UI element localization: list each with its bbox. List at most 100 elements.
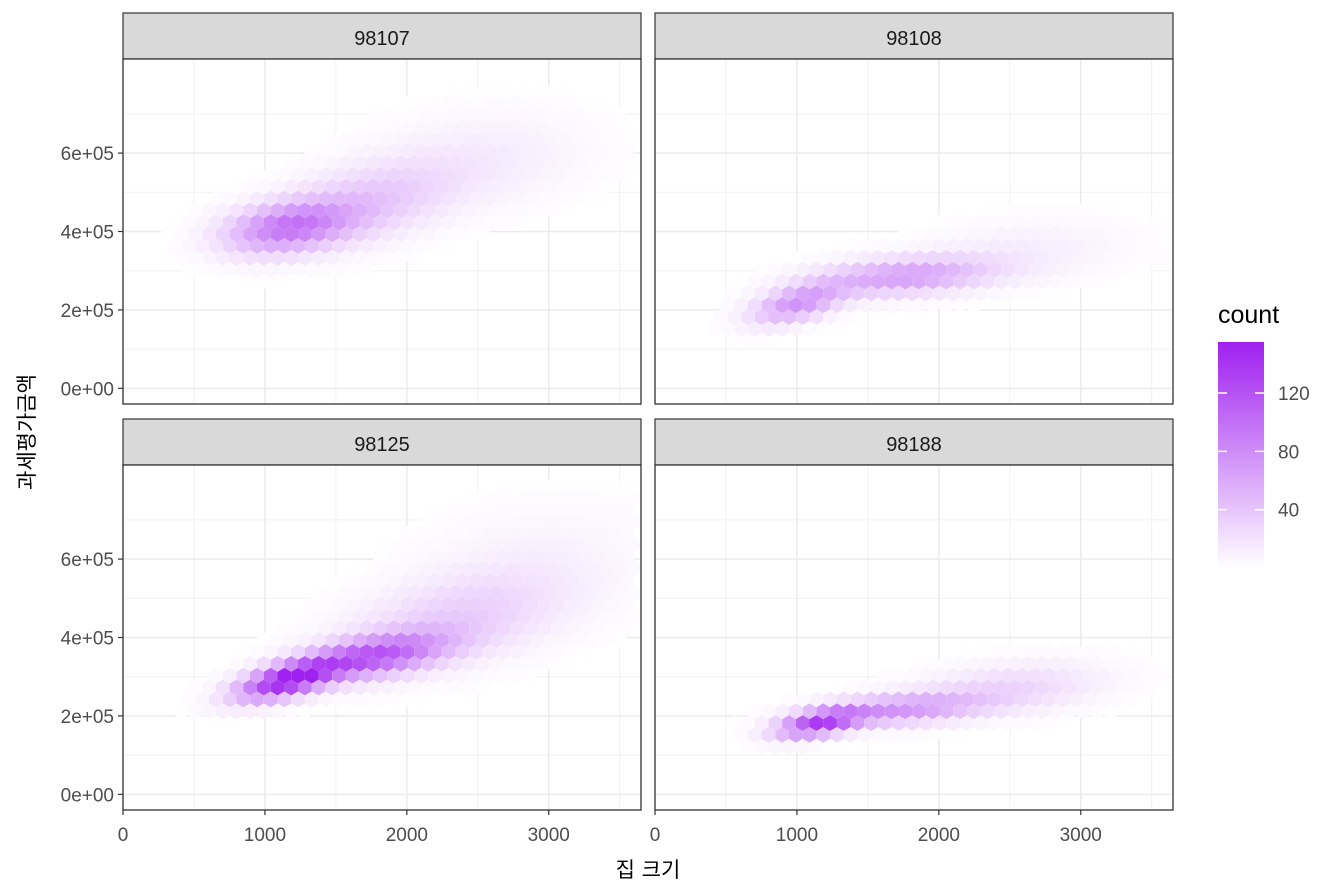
hexbin-cell: [558, 107, 572, 124]
hexbin-cell: [898, 727, 913, 743]
hexbin-cell: [257, 202, 271, 219]
hexbin-cell: [836, 285, 851, 302]
hexbin-cell: [551, 572, 565, 589]
hexbin-cell: [564, 166, 579, 183]
hexbin-cell: [345, 119, 360, 136]
hexbin-cell: [912, 679, 926, 696]
hexbin-cell: [428, 119, 442, 136]
hexbin-cell: [496, 596, 511, 613]
hexbin-cell: [585, 131, 600, 148]
facet-strip-label: 98108: [886, 28, 942, 50]
hexbin-cell: [523, 525, 538, 542]
hexbin-cell: [919, 691, 933, 708]
hexbin-cell: [284, 632, 298, 648]
facet-panel-98107: 98107: [122, 12, 642, 405]
facet-strip: [654, 418, 1174, 466]
x-tick-label: 0: [650, 825, 661, 846]
hexbin-cell: [843, 727, 858, 743]
hexbin-cell: [987, 715, 1002, 731]
hexbin-cell: [946, 667, 960, 684]
hexbin-cell: [434, 537, 449, 554]
hexbin-cell: [1035, 202, 1049, 219]
hexbin-cell: [475, 537, 490, 554]
hexbin-cell: [836, 261, 851, 278]
hexbin-cell: [994, 655, 1008, 672]
hexbin-cell: [188, 249, 203, 266]
hexbin-cell: [250, 166, 264, 183]
hexbin-cell: [809, 691, 824, 708]
hexbin-cell: [496, 620, 511, 637]
hexbin-cell: [448, 178, 463, 195]
hexbin-cell: [387, 691, 401, 708]
hexbin-cell: [359, 572, 374, 589]
hexbin-cell: [754, 738, 769, 755]
hexbin-cell: [339, 202, 353, 219]
hexbin-cell: [1062, 226, 1077, 242]
hexbin-cell: [168, 238, 182, 254]
hexbin-cell: [987, 214, 1002, 231]
hexbin-cell: [530, 178, 545, 195]
hexbin-cell: [284, 608, 298, 625]
hexbin-cell: [1042, 238, 1056, 254]
legend: count 40 80 120: [1218, 301, 1310, 568]
hexbin-cell: [544, 131, 558, 148]
hexbin-cell: [202, 202, 216, 219]
hexbin-cell: [578, 166, 593, 183]
hexbin-cell: [830, 249, 844, 266]
hexbin-cell: [510, 620, 524, 637]
hexbin-cell: [496, 549, 511, 565]
hexbin-cell: [441, 119, 456, 136]
hexbin-cell: [489, 84, 504, 100]
hexbin-cell: [599, 632, 613, 648]
hexbin-cell: [1117, 655, 1132, 672]
axes: 0e+00 2e+05 4e+05 6e+05 0e+00 2e+05 4e+05 6e+05…: [61, 144, 1102, 846]
hexbin-cell: [599, 537, 613, 554]
hexbin-cell: [619, 620, 634, 637]
hexbin-cell: [352, 655, 367, 672]
hexbin-cell: [387, 620, 401, 637]
hexbin-cell: [768, 309, 783, 325]
hexbin-cell: [366, 608, 381, 625]
hexbin-cell: [462, 655, 476, 672]
hexbin-cell: [503, 584, 517, 601]
hexbin-cell: [393, 226, 408, 242]
hexbin-cell: [523, 620, 538, 637]
hexbin-cell: [428, 644, 442, 660]
hexbin-cell: [966, 249, 981, 266]
hexbin-cell: [503, 632, 517, 648]
hexbin-cell: [188, 226, 203, 242]
hexbin-cell: [891, 715, 906, 731]
hexbin-cell: [1021, 273, 1036, 290]
hexbin-cell: [400, 691, 415, 708]
hexbin-cell: [1096, 214, 1111, 231]
hexbin-cell: [325, 226, 340, 242]
hexbin-cell: [325, 131, 340, 148]
hexbin-cell: [332, 596, 346, 613]
hexbin-cell: [441, 549, 456, 565]
hexbin-cell: [809, 715, 824, 731]
hexbin-cell: [884, 249, 899, 266]
hexbin-cell: [441, 143, 456, 159]
hexbin-cell: [1096, 644, 1111, 660]
hexbin-cell: [564, 478, 579, 494]
facet-strip: [122, 418, 642, 466]
hexbin-cell: [250, 691, 264, 708]
hexbin-cell: [263, 261, 278, 278]
hexbin-cell: [960, 715, 974, 731]
hexbin-cell: [782, 261, 796, 278]
hexbin-cell: [864, 715, 878, 731]
hexbin-cell: [884, 273, 899, 290]
hexbin-cell: [428, 214, 442, 231]
hexbin-cell: [564, 620, 579, 637]
hexbin-cell: [407, 561, 422, 577]
hexbin-cell: [421, 155, 435, 171]
hexbin-cell: [1151, 667, 1166, 684]
facet-panel-98125: 98125: [122, 418, 642, 811]
hexbin-cell: [571, 632, 586, 648]
hexbin-cell: [706, 321, 721, 337]
hexbin-cell: [181, 691, 196, 708]
hexbin-cell: [441, 667, 456, 684]
hexbin-cell: [558, 490, 572, 506]
hexbin-cell: [345, 166, 360, 183]
hexbin-cell: [905, 238, 919, 254]
